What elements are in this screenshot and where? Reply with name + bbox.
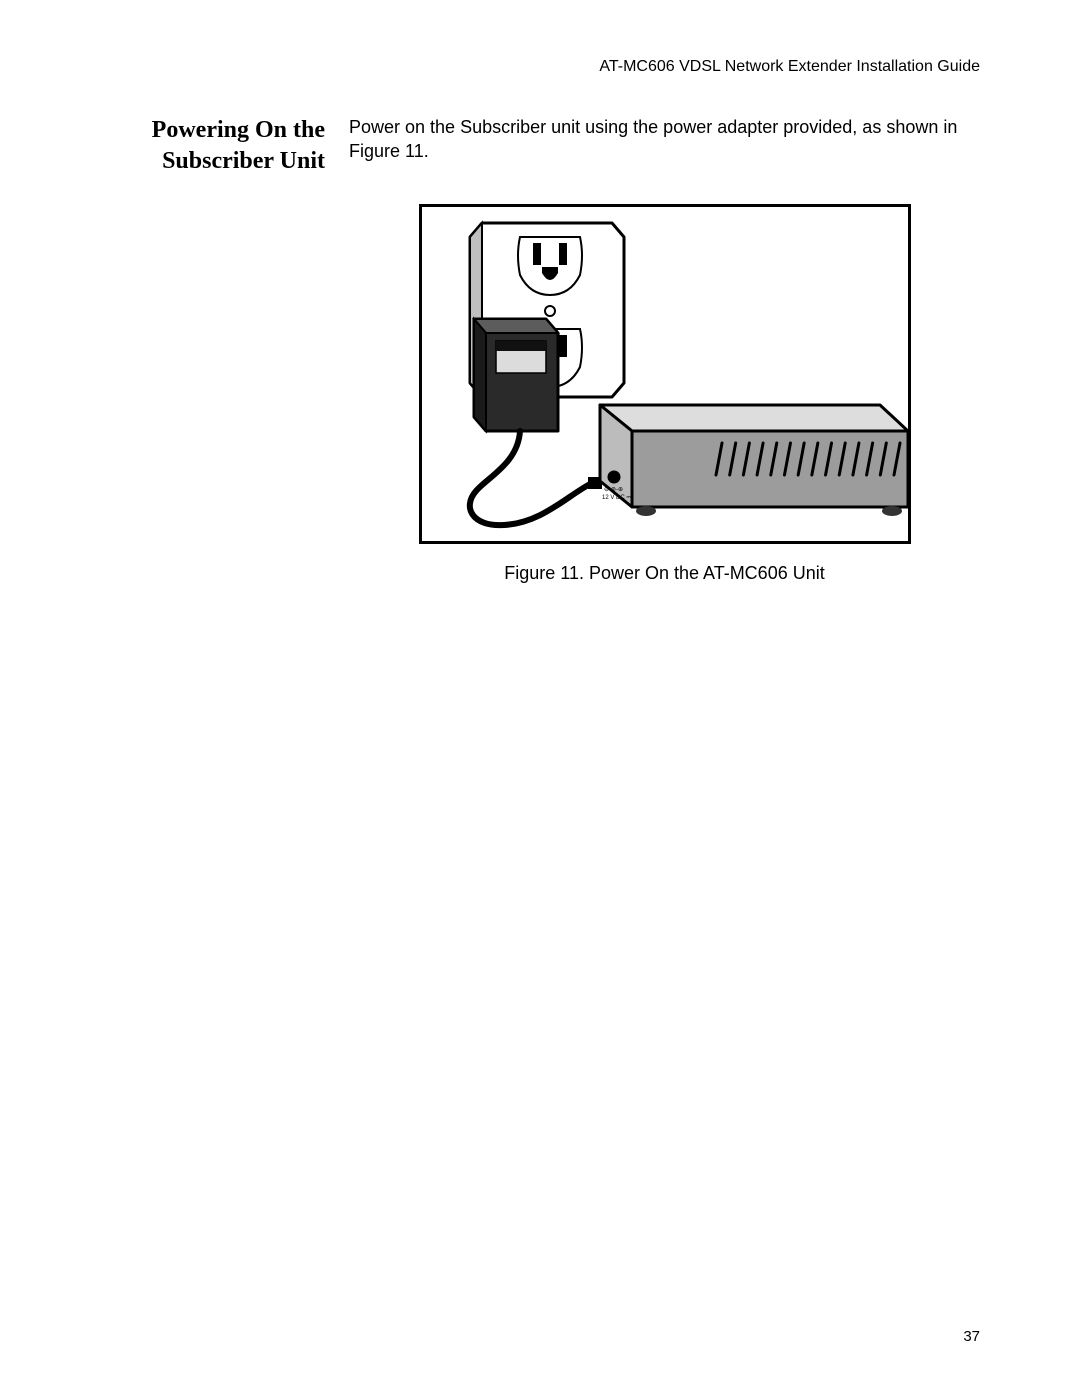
figure-wrap: ⊖-⊛-⊕ 12 V DC ⎓ Figure 11. Power On the A…	[349, 204, 980, 584]
document-page: AT-MC606 VDSL Network Extender Installat…	[0, 0, 1080, 1397]
figure-caption: Figure 11. Power On the AT-MC606 Unit	[349, 563, 980, 584]
svg-text:⊖-⊛-⊕: ⊖-⊛-⊕	[604, 487, 623, 493]
section-side-heading: Powering On the Subscriber Unit	[120, 115, 325, 584]
body-column: Power on the Subscriber unit using the p…	[349, 115, 980, 584]
figure-11-svg: ⊖-⊛-⊕ 12 V DC ⎓	[422, 207, 911, 544]
figure-11: ⊖-⊛-⊕ 12 V DC ⎓	[419, 204, 911, 544]
page-number: 37	[963, 1328, 980, 1345]
body-paragraph: Power on the Subscriber unit using the p…	[349, 115, 980, 164]
svg-text:12 V DC ⎓: 12 V DC ⎓	[602, 495, 631, 501]
running-header: AT-MC606 VDSL Network Extender Installat…	[599, 58, 980, 76]
side-heading-line2: Subscriber Unit	[162, 148, 325, 174]
content-row: Powering On the Subscriber Unit Power on…	[120, 115, 980, 584]
side-heading-line1: Powering On the	[152, 117, 325, 143]
